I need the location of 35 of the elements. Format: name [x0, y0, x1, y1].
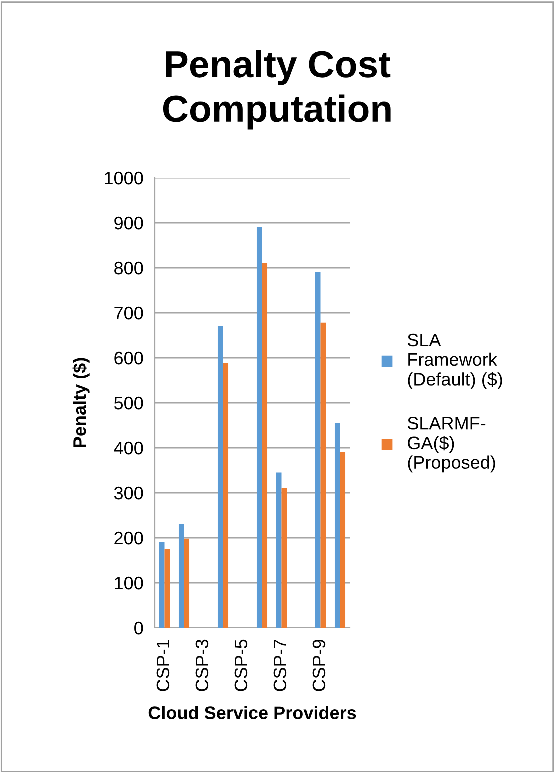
bar	[184, 538, 190, 628]
bar	[223, 362, 229, 628]
legend-label: SLA Framework (Default) ($)	[408, 334, 502, 390]
x-tick-label: CSP-5	[234, 640, 248, 692]
chart-title: Penalty Cost Computation	[163, 50, 391, 130]
bar	[218, 326, 224, 628]
bar	[178, 524, 184, 628]
bar	[262, 264, 268, 628]
y-tick-label: 900	[114, 216, 144, 230]
bar	[334, 423, 340, 628]
bar	[164, 549, 170, 628]
y-tick-label: 600	[114, 352, 144, 365]
bar	[256, 228, 262, 628]
bar	[315, 272, 321, 628]
y-tick-label: 300	[114, 486, 144, 500]
x-tick-label: CSP-1	[156, 640, 170, 692]
bar	[320, 322, 326, 628]
y-tick-label: 700	[114, 306, 144, 320]
bar	[282, 488, 288, 628]
y-tick-label: 100	[115, 576, 144, 590]
x-tick-label: CSP-7	[274, 640, 287, 692]
x-tick-label: CSP-9	[312, 640, 326, 692]
y-tick-label: 400	[114, 442, 144, 455]
bar	[340, 452, 346, 628]
y-axis-title: Penalty ($)	[72, 358, 90, 448]
y-tick-label: 800	[114, 262, 144, 275]
y-tick-label: 200	[114, 532, 144, 545]
legend-label: SLARMF- GA($) (Proposed)	[408, 417, 496, 473]
bar	[159, 542, 165, 628]
y-tick-label: 1000	[105, 172, 144, 185]
x-axis-title: Cloud Service Providers	[148, 706, 356, 720]
y-tick-label: 500	[114, 396, 144, 410]
y-tick-label: 0	[134, 622, 144, 635]
bar	[276, 472, 282, 628]
x-tick-label: CSP-3	[196, 640, 209, 692]
